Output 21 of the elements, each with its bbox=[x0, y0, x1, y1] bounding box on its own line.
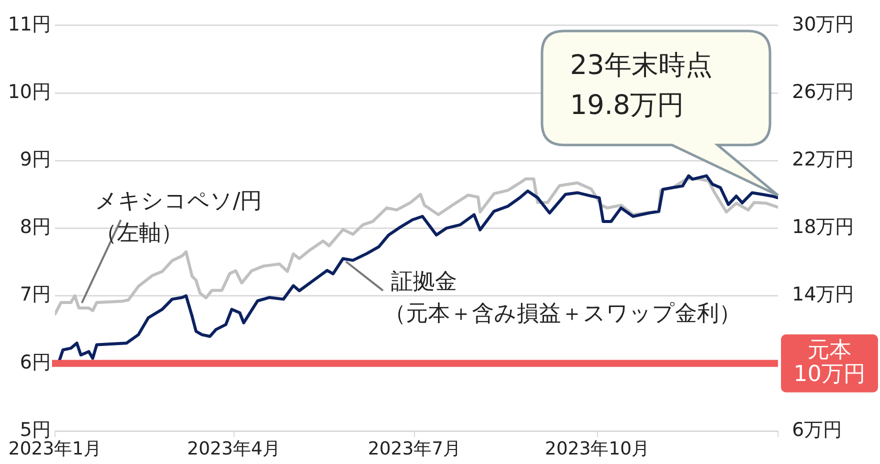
y2-tick-label: 6万円 bbox=[792, 418, 842, 441]
y2-tick-label: 26万円 bbox=[792, 80, 854, 103]
y-tick-label: 10円 bbox=[8, 80, 51, 103]
y2-tick-label: 30万円 bbox=[792, 13, 854, 36]
y2-tick-label: 22万円 bbox=[792, 148, 854, 171]
ref-line-label: 元本 10万円 bbox=[794, 338, 866, 388]
annotation: 23年末時点 19.8万円 bbox=[570, 49, 712, 124]
y-tick-label: 8円 bbox=[20, 216, 51, 238]
y-tick-label: 7円 bbox=[20, 284, 51, 306]
x-tick-label: 2023年7月 bbox=[368, 438, 462, 460]
y-tick-label: 6円 bbox=[20, 351, 51, 374]
series-label: 証拠金（元本＋含み損益＋スワップ金利） bbox=[384, 270, 742, 327]
x-tick-label: 2023年10月 bbox=[544, 438, 650, 460]
series-label: メキシコペソ/円（左軸） bbox=[94, 188, 262, 246]
y-tick-label: 5円 bbox=[20, 418, 51, 441]
y-tick-label: 11円 bbox=[8, 13, 51, 36]
x-tick-label: 2023年1月 bbox=[8, 438, 102, 460]
x-tick-label: 2023年4月 bbox=[187, 438, 280, 460]
y2-tick-label: 18万円 bbox=[792, 216, 854, 238]
y-tick-label: 9円 bbox=[20, 148, 51, 171]
y2-tick-label: 14万円 bbox=[792, 284, 854, 306]
